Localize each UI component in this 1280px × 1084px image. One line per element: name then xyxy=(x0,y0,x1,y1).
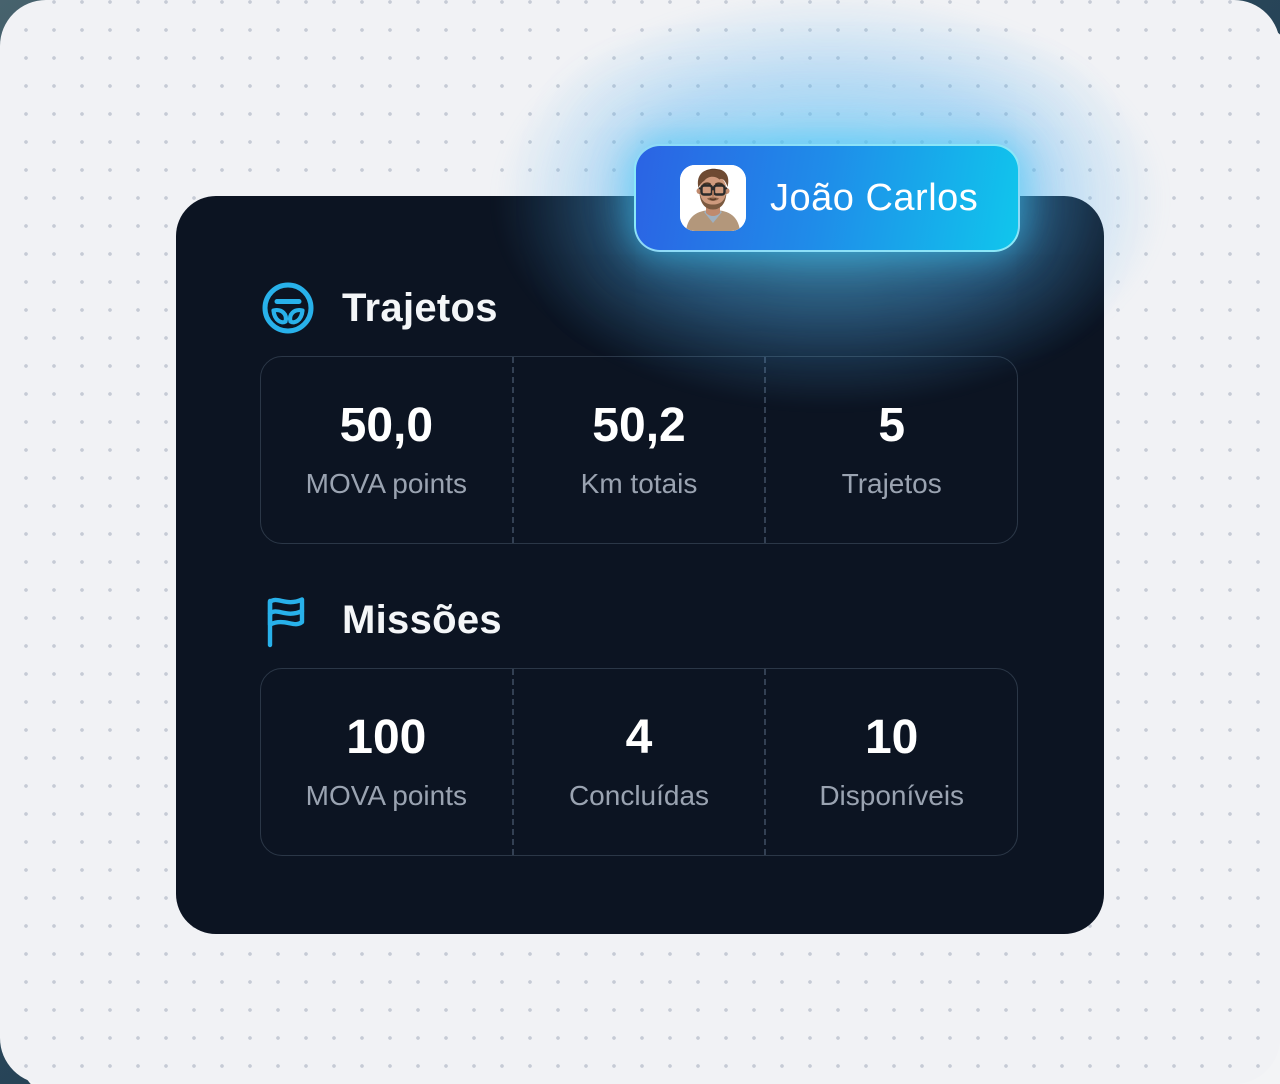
stat-label: Trajetos xyxy=(841,468,942,499)
stat-value: 100 xyxy=(346,711,427,764)
stat-disponiveis: 10 Disponíveis xyxy=(764,669,1017,855)
stat-concluidas: 4 Concluídas xyxy=(511,669,765,855)
stat-value: 50,2 xyxy=(592,399,686,452)
stat-label: Concluídas xyxy=(568,780,710,811)
missoes-stats-panel: 100 MOVA points 4 Concluídas 10 Disponív… xyxy=(260,668,1018,856)
flag-icon xyxy=(260,592,316,648)
stat-trajetos-count: 5 Trajetos xyxy=(764,357,1017,543)
steering-wheel-icon xyxy=(260,280,316,336)
stats-card: Trajetos 50,0 MOVA points 50,2 Km totais… xyxy=(176,196,1104,934)
stat-label: Disponíveis xyxy=(819,780,965,811)
section-title-missoes: Missões xyxy=(342,597,502,642)
stat-mova-points-missoes: 100 MOVA points xyxy=(261,669,512,855)
stat-label: Km totais xyxy=(580,468,698,499)
section-header-trajetos: Trajetos xyxy=(260,280,498,336)
stat-mova-points-trajetos: 50,0 MOVA points xyxy=(261,357,512,543)
user-badge[interactable]: João Carlos xyxy=(634,144,1020,252)
section-header-missoes: Missões xyxy=(260,592,502,648)
trajetos-stats-panel: 50,0 MOVA points 50,2 Km totais 5 Trajet… xyxy=(260,356,1018,544)
stat-label: MOVA points xyxy=(305,780,467,811)
avatar xyxy=(680,165,746,231)
stat-km-totais: 50,2 Km totais xyxy=(511,357,765,543)
stat-value: 5 xyxy=(878,399,906,452)
stat-value: 4 xyxy=(625,711,653,764)
section-title-trajetos: Trajetos xyxy=(342,285,498,330)
stat-label: MOVA points xyxy=(305,468,467,499)
stat-value: 10 xyxy=(864,711,919,764)
stat-value: 50,0 xyxy=(339,399,434,452)
user-name: João Carlos xyxy=(770,176,979,219)
